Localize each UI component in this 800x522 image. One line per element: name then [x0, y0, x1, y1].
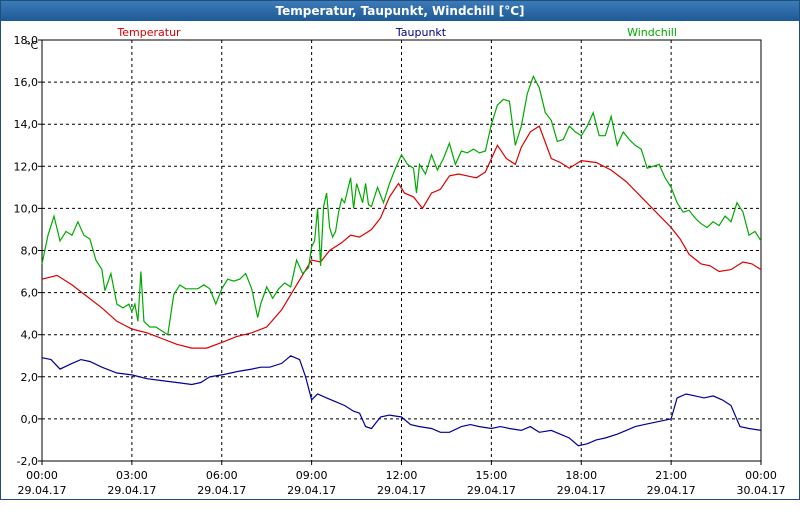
- x-tick-date: 29.04.17: [107, 484, 156, 497]
- y-tick-label: 12,0: [14, 160, 39, 173]
- x-tick-time: 12:00: [386, 469, 418, 482]
- x-tick-time: 00:00: [26, 469, 58, 482]
- series-line-windchill: [41, 74, 762, 336]
- x-tick-date: 29.04.17: [647, 484, 696, 497]
- legend-windchill: Windchill: [627, 26, 677, 39]
- x-tick-time: 06:00: [206, 469, 238, 482]
- x-tick-date: 29.04.17: [557, 484, 606, 497]
- legend-taupunkt: Taupunkt: [395, 26, 447, 39]
- y-tick-label: 2,0: [21, 371, 39, 384]
- x-tick-time: 21:00: [655, 469, 687, 482]
- chart-title: Temperatur, Taupunkt, Windchill [°C]: [1, 1, 799, 21]
- y-tick-label: 8,0: [21, 245, 39, 258]
- x-tick-time: 03:00: [116, 469, 148, 482]
- y-tick-label: 14,0: [14, 118, 39, 131]
- x-tick-date: 30.04.17: [737, 484, 786, 497]
- chart-window: Temperatur, Taupunkt, Windchill [°C] -2,…: [0, 0, 800, 500]
- y-tick-label: 0,0: [21, 413, 39, 426]
- x-tick-date: 29.04.17: [467, 484, 516, 497]
- x-tick-time: 15:00: [476, 469, 508, 482]
- chart-svg: -2,0 0,0 2,0 4,0 6,0 8,0 10,0 12,0 14,0 16,0 18,0°…: [14, 26, 786, 497]
- series-line-temperatur: [41, 125, 762, 349]
- y-axis-label: °C: [25, 39, 39, 52]
- x-tick-time: 00:00: [745, 469, 777, 482]
- legend-temperatur: Temperatur: [116, 26, 181, 39]
- x-tick-time: 09:00: [296, 469, 328, 482]
- y-tick-label: 16,0: [14, 76, 39, 89]
- y-tick-label: 4,0: [21, 329, 39, 342]
- series-line-taupunkt: [41, 355, 762, 447]
- y-tick-label: 10,0: [14, 202, 39, 215]
- x-tick-date: 29.04.17: [377, 484, 426, 497]
- x-tick-date: 29.04.17: [197, 484, 246, 497]
- y-tick-label: 6,0: [21, 287, 39, 300]
- x-tick-date: 29.04.17: [18, 484, 67, 497]
- y-tick-label: -2,0: [17, 455, 38, 468]
- x-tick-time: 18:00: [565, 469, 597, 482]
- x-tick-date: 29.04.17: [287, 484, 336, 497]
- y-tick-label: 18,0: [14, 34, 39, 47]
